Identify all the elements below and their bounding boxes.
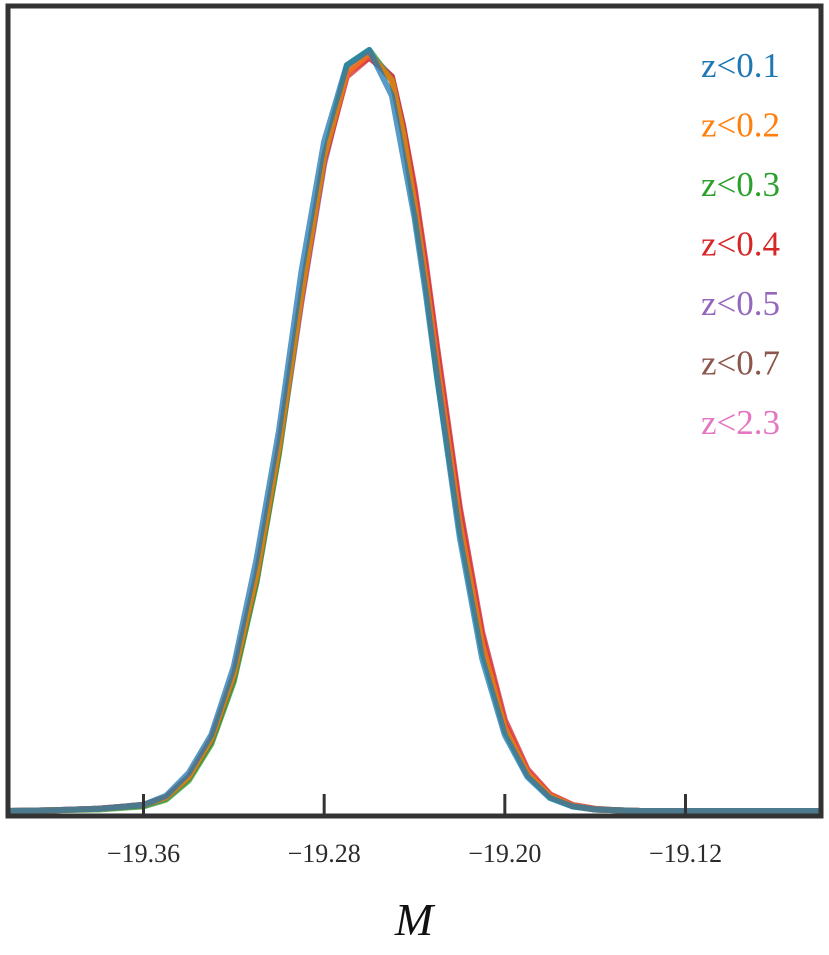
x-tick-label: −19.20 (468, 839, 541, 868)
x-tick-label: −19.36 (107, 839, 180, 868)
plot-frame (5, 3, 824, 819)
series-layer (7, 47, 821, 814)
plot-background (8, 6, 821, 816)
legend-entry: z<0.3 (701, 165, 780, 204)
legend-entry: z<0.4 (701, 225, 780, 264)
legend: z<0.1 z<0.2 z<0.3 z<0.4 z<0.5 z<0.7 z<2.3 (701, 46, 780, 442)
legend-entry: z<0.7 (701, 344, 780, 383)
x-axis-label: M (394, 894, 436, 945)
legend-entry: z<0.1 (701, 46, 780, 85)
x-tick-label: −19.28 (288, 839, 361, 868)
legend-entry: z<0.2 (701, 106, 780, 145)
legend-entry: z<0.5 (701, 284, 780, 323)
legend-entry: z<2.3 (701, 403, 780, 442)
x-tick-label: −19.12 (649, 839, 722, 868)
x-axis-ticks: −19.36 −19.28 −19.20 −19.12 (107, 794, 722, 868)
series-line-z0-1 (7, 47, 821, 814)
